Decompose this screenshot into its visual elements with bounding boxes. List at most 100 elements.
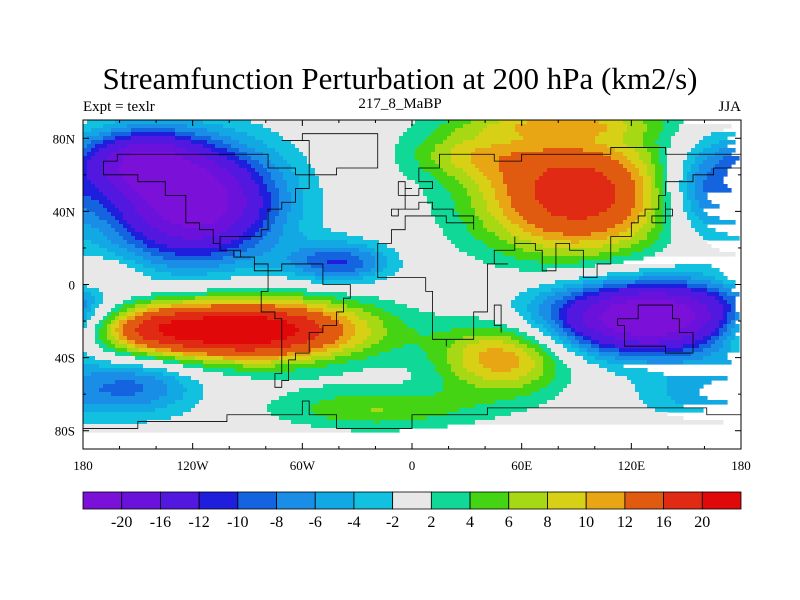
field-cell bbox=[731, 304, 736, 309]
field-cell bbox=[131, 136, 176, 141]
field-cell bbox=[99, 336, 108, 341]
field-cell bbox=[623, 220, 636, 225]
field-cell bbox=[331, 316, 348, 321]
field-cell bbox=[623, 164, 636, 169]
field-cell bbox=[663, 216, 672, 221]
field-cell bbox=[455, 200, 472, 205]
field-cell bbox=[443, 184, 464, 189]
field-cell bbox=[207, 352, 288, 357]
field-cell bbox=[499, 200, 512, 205]
field-cell bbox=[471, 176, 488, 181]
field-cell bbox=[119, 316, 128, 321]
field-cell bbox=[631, 176, 644, 181]
field-cell bbox=[247, 132, 280, 137]
field-cell bbox=[459, 216, 480, 221]
field-cell bbox=[707, 176, 724, 181]
field-cell bbox=[519, 236, 544, 241]
field-cell bbox=[663, 228, 672, 233]
field-cell bbox=[259, 172, 272, 177]
field-cell bbox=[323, 312, 340, 317]
field-cell bbox=[151, 260, 236, 265]
field-cell bbox=[139, 332, 164, 337]
field-cell bbox=[691, 288, 708, 293]
field-cell bbox=[715, 276, 728, 281]
field-cell bbox=[315, 252, 352, 257]
field-cell bbox=[291, 140, 400, 145]
field-cell bbox=[83, 280, 312, 285]
field-cell bbox=[523, 228, 544, 233]
field-cell bbox=[167, 404, 196, 409]
field-cell bbox=[719, 292, 728, 297]
field-cell bbox=[547, 352, 556, 357]
field-cell bbox=[695, 196, 708, 201]
field-cell bbox=[103, 296, 132, 301]
field-cell bbox=[135, 312, 144, 317]
field-cell bbox=[599, 348, 620, 353]
field-cell bbox=[695, 176, 708, 181]
field-cell bbox=[211, 304, 276, 309]
field-cell bbox=[415, 148, 436, 153]
field-cell bbox=[115, 348, 128, 353]
field-cell bbox=[183, 236, 204, 241]
field-cell bbox=[299, 328, 324, 333]
field-cell bbox=[731, 332, 736, 337]
field-cell bbox=[223, 356, 280, 361]
field-cell bbox=[615, 196, 636, 201]
field-cell bbox=[231, 240, 244, 245]
field-cell bbox=[103, 256, 124, 261]
field-cell bbox=[643, 160, 652, 165]
field-cell bbox=[543, 172, 604, 177]
field-cell bbox=[215, 144, 232, 149]
field-cell bbox=[395, 148, 416, 153]
field-cell bbox=[155, 376, 176, 381]
field-cell bbox=[103, 140, 116, 145]
field-cell bbox=[287, 212, 304, 217]
field-cell bbox=[635, 192, 644, 197]
field-cell bbox=[95, 312, 108, 317]
field-cell bbox=[143, 312, 176, 317]
field-cell bbox=[127, 196, 144, 201]
field-cell bbox=[723, 308, 732, 313]
field-cell bbox=[303, 196, 324, 201]
field-cell bbox=[407, 304, 512, 309]
field-cell bbox=[575, 296, 588, 301]
field-cell bbox=[519, 268, 548, 273]
field-cell bbox=[291, 164, 312, 169]
field-cell bbox=[419, 144, 436, 149]
field-cell bbox=[475, 372, 528, 377]
field-cell bbox=[643, 204, 652, 209]
field-cell bbox=[515, 344, 528, 349]
field-cell bbox=[635, 220, 648, 225]
field-cell bbox=[683, 204, 692, 209]
field-cell bbox=[347, 316, 360, 321]
field-cell bbox=[323, 328, 344, 333]
field-cell bbox=[167, 368, 204, 373]
field-cell bbox=[583, 280, 604, 285]
field-cell bbox=[579, 276, 608, 281]
field-cell bbox=[651, 196, 660, 201]
field-cell bbox=[399, 140, 424, 145]
field-cell bbox=[627, 228, 640, 233]
field-cell bbox=[235, 360, 272, 365]
field-cell bbox=[563, 388, 636, 393]
field-cell bbox=[103, 320, 112, 325]
field-cell bbox=[539, 260, 580, 265]
field-cell bbox=[667, 156, 688, 161]
field-cell bbox=[95, 212, 112, 217]
field-cell bbox=[723, 344, 732, 349]
field-cell bbox=[687, 156, 696, 161]
field-cell bbox=[103, 192, 124, 197]
field-cell bbox=[539, 312, 552, 317]
field-cell bbox=[491, 180, 504, 185]
field-cell bbox=[403, 260, 484, 265]
field-cell bbox=[399, 256, 476, 261]
field-cell bbox=[667, 384, 704, 389]
field-cell bbox=[359, 316, 380, 321]
field-cell bbox=[323, 344, 340, 349]
field-cell bbox=[511, 200, 540, 205]
field-cell bbox=[647, 168, 656, 173]
field-cell bbox=[183, 300, 304, 305]
field-cell bbox=[479, 352, 516, 357]
field-cell bbox=[119, 320, 128, 325]
field-cell bbox=[423, 168, 444, 173]
